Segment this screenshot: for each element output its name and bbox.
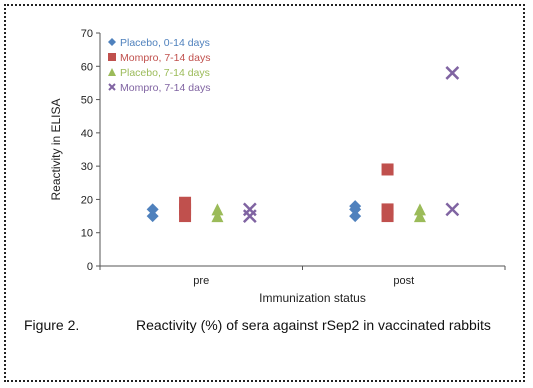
data-point: [211, 203, 224, 216]
x-tick-label: pre: [193, 275, 209, 287]
legend-swatch: [108, 68, 116, 76]
x-tick-group: pre post: [99, 266, 506, 287]
legend-label: Placebo, 0-14 days: [120, 37, 210, 49]
legend-swatch: [108, 53, 116, 61]
data-point: [211, 210, 224, 223]
y-axis-label: Reactivity in ELISA: [49, 98, 63, 200]
x-axis-label: Immunization status: [259, 291, 366, 305]
data-point: [179, 196, 192, 209]
data-point: [413, 210, 426, 223]
y-tick-label: 50: [81, 95, 93, 107]
data-point: [146, 203, 159, 216]
figure-label: Figure 2.: [24, 317, 80, 333]
data-point: [146, 210, 159, 223]
legend-swatch: [108, 38, 116, 46]
figure-frame: [4, 4, 525, 382]
y-tick-label: 10: [81, 228, 93, 240]
data-point: [242, 202, 257, 217]
legend-label: Placebo, 7-14 days: [120, 67, 210, 79]
figure-caption: Figure 2. Reactivity (%) of sera against …: [24, 315, 494, 336]
y-tick-label: 30: [81, 161, 93, 173]
data-point: [349, 210, 362, 223]
data-point: [381, 163, 394, 176]
x-tick-label: post: [393, 275, 414, 287]
data-point: [349, 200, 362, 213]
y-tick-label: 40: [81, 128, 93, 140]
data-point: [381, 203, 394, 216]
y-tick-label: 70: [81, 28, 93, 40]
legend-label: Mompro, 7-14 days: [120, 52, 210, 64]
y-tick-label: 20: [81, 194, 93, 206]
legend-swatch: [108, 83, 116, 91]
legend-label: Mompro, 7-14 days: [120, 82, 210, 94]
y-tick-label: 60: [81, 61, 93, 73]
data-point: [445, 66, 460, 80]
legend: Placebo, 0-14 days Mompro, 7-14 days Place…: [108, 37, 210, 94]
y-tick-label: 0: [87, 261, 93, 273]
data-points: [146, 66, 460, 223]
y-tick-group: 0 10 20 30 40 50 60 70: [81, 28, 100, 273]
caption-text: Reactivity (%) of sera against rSep2 in …: [136, 317, 491, 333]
data-point: [445, 202, 460, 217]
data-point: [413, 203, 426, 216]
